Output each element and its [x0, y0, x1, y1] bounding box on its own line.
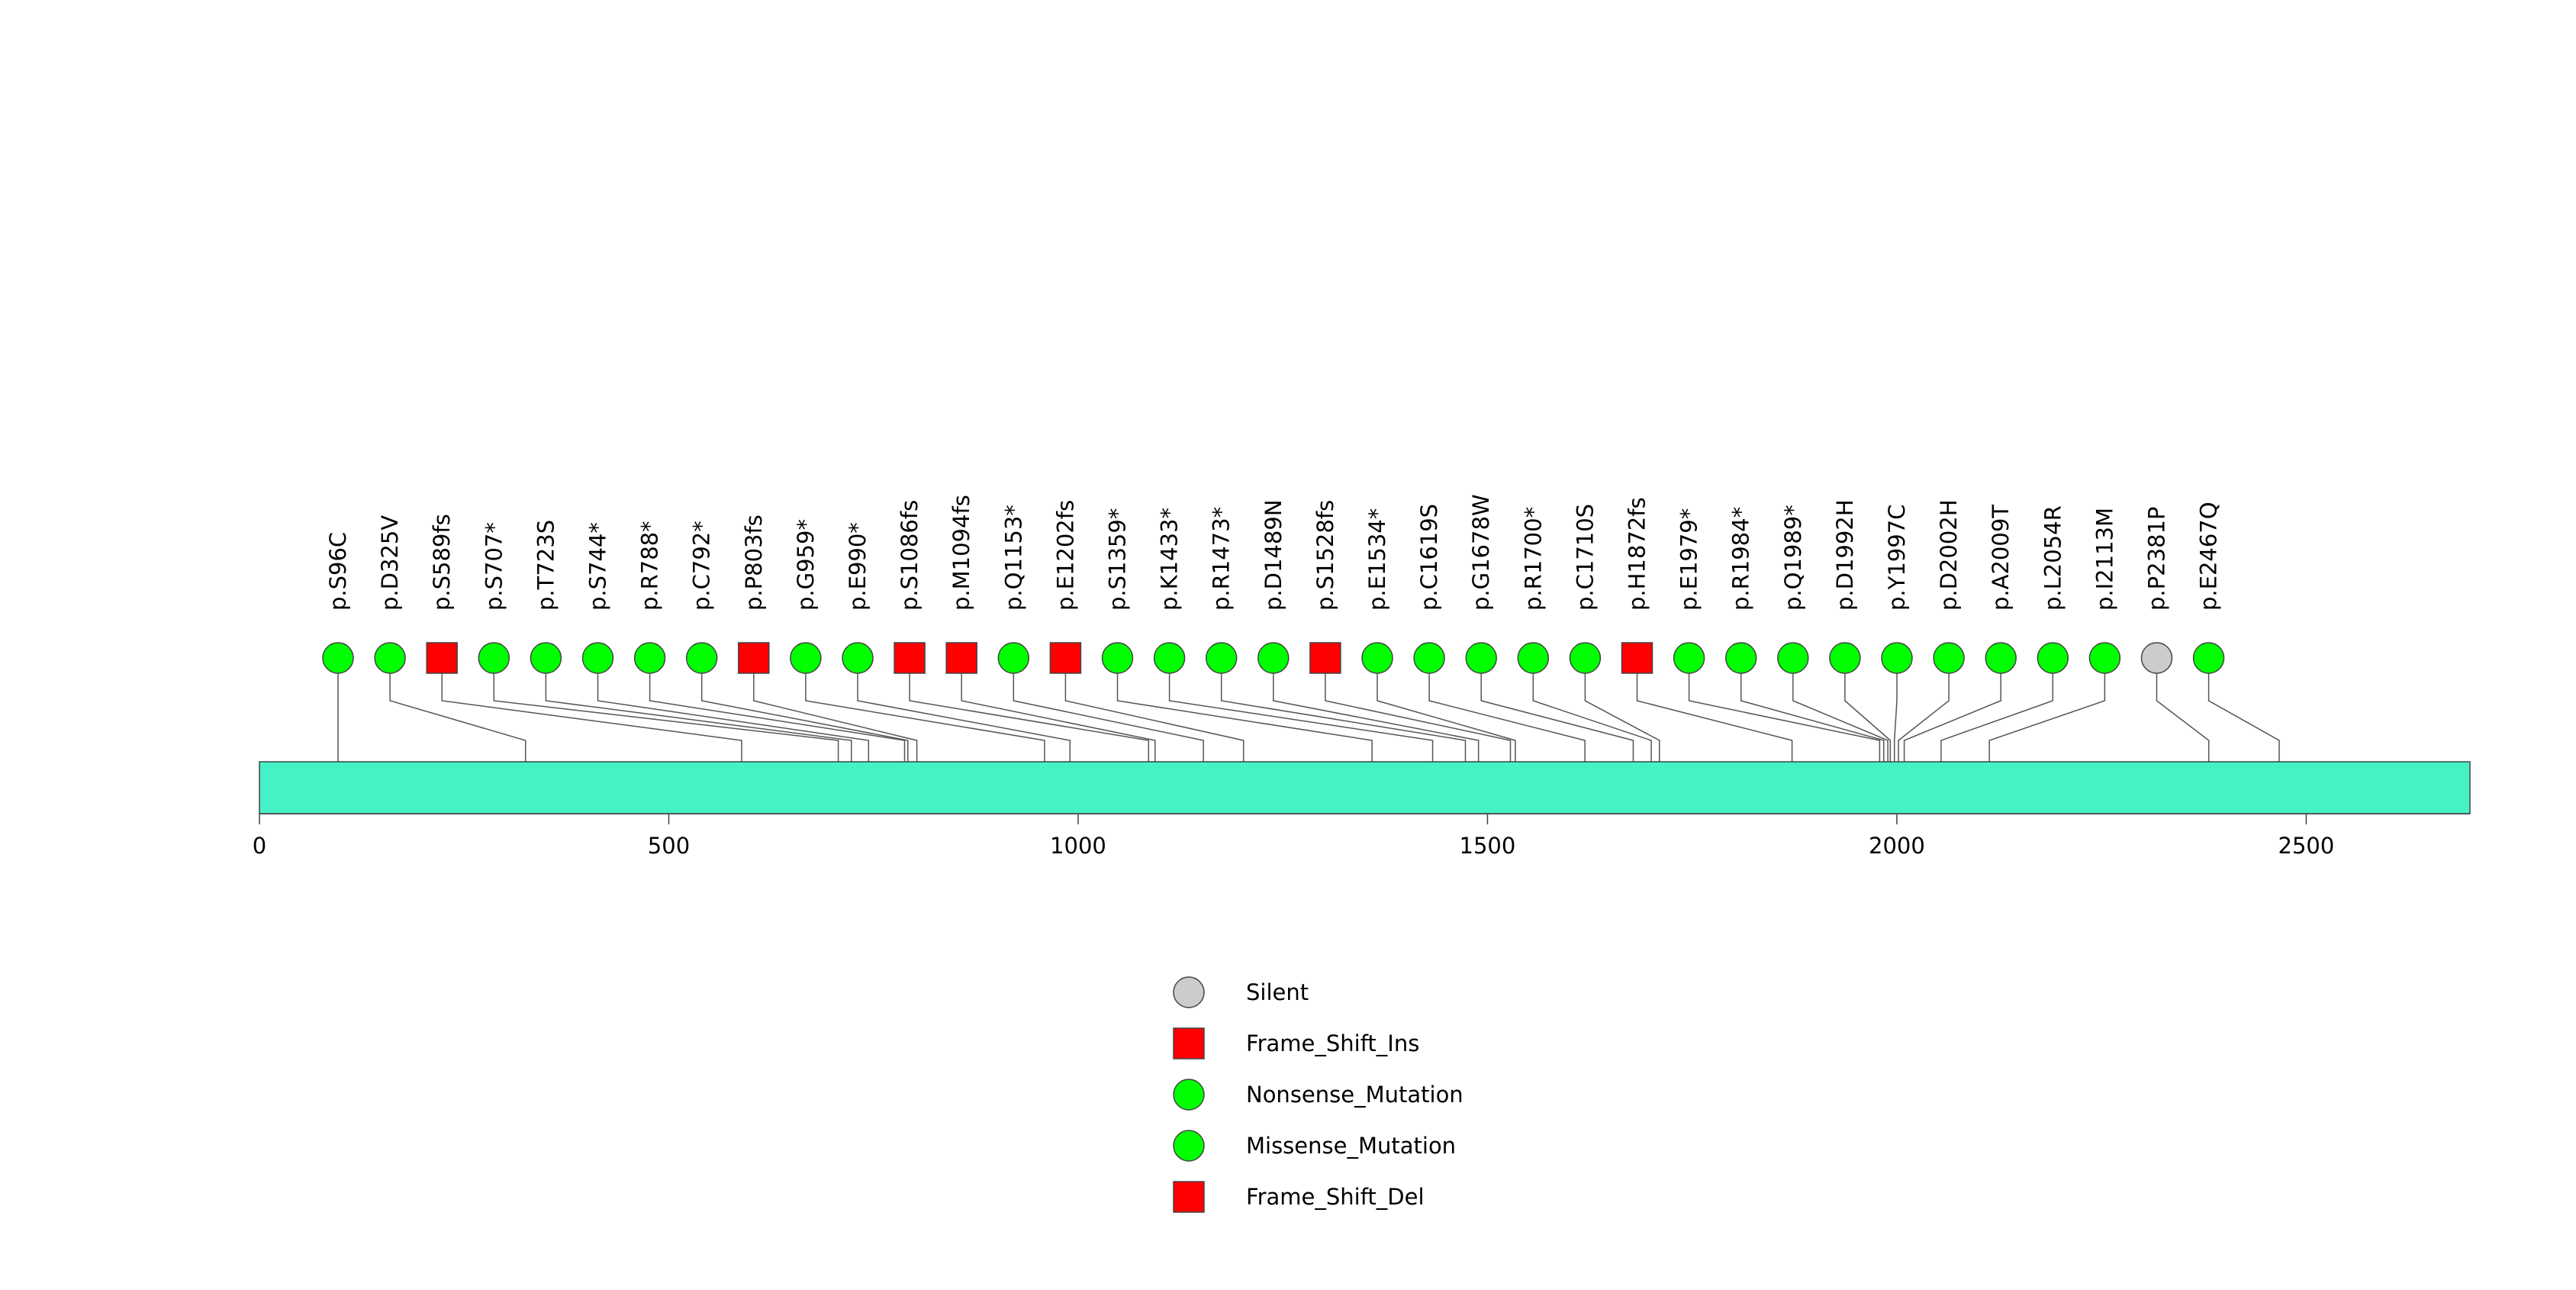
mutation-marker: [1881, 642, 1913, 674]
mutation-marker: [945, 642, 977, 674]
mutation-label: p.G1678W: [1468, 494, 1494, 611]
x-axis-tick-label: 1000: [1050, 833, 1106, 859]
mutation-marker: [1361, 642, 1393, 674]
mutation-marker: [894, 642, 926, 674]
mutation-label: p.C792*: [689, 521, 715, 611]
mutation-label: p.E2467Q: [2196, 501, 2222, 611]
mutation-marker: [842, 642, 874, 674]
mutation-marker: [530, 642, 562, 674]
mutation-label: p.I2113M: [2091, 508, 2117, 611]
mutation-label: p.R788*: [637, 521, 663, 611]
mutation-label: p.E990*: [845, 522, 871, 611]
mutation-markers: [322, 642, 2225, 674]
mutation-marker: [478, 642, 510, 674]
mutation-marker: [1569, 642, 1602, 674]
mutation-label: p.Y1997C: [1884, 505, 1910, 611]
mutation-label: p.D1489N: [1261, 500, 1286, 611]
mutation-label: p.R1984*: [1728, 507, 1754, 611]
mutation-labels: p.S96C p.D325V p.S589fs p.S707* p.T723S p.S74…: [325, 494, 2222, 611]
x-axis-tick-label: 0: [253, 833, 266, 859]
legend-label: Frame_Shift_Ins: [1246, 1030, 1419, 1056]
mutation-marker: [1517, 642, 1550, 674]
mutation-marker: [790, 642, 822, 674]
mutation-label: p.S744*: [585, 522, 611, 611]
mutation-marker: [1985, 642, 2017, 674]
mutation-marker: [374, 642, 406, 674]
mutation-marker: [2088, 642, 2121, 674]
mutation-label: p.G959*: [793, 519, 819, 611]
mutation-label: p.C1619S: [1416, 504, 1442, 611]
mutation-label: p.Q1989*: [1780, 505, 1806, 611]
legend-label: Silent: [1246, 979, 1309, 1005]
mutation-label: p.M1094fs: [948, 495, 974, 611]
mutation-label: p.A2009T: [1988, 505, 2014, 611]
mutation-label: p.S1359*: [1105, 508, 1131, 611]
mutation-label: p.S707*: [481, 522, 507, 611]
mutation-marker: [1724, 642, 1757, 674]
x-axis-tick-label: 2000: [1869, 833, 1925, 859]
x-axis: 0 500 1000 1500 2000 2500: [253, 813, 2470, 859]
mutation-marker: [738, 642, 770, 674]
legend-swatch: [1173, 1027, 1205, 1059]
mutation-marker: [1257, 642, 1290, 674]
legend-swatch: [1173, 1181, 1205, 1213]
legend-swatch: [1173, 976, 1205, 1008]
mutation-marker: [1933, 642, 1965, 674]
mutation-label: p.C1710S: [1572, 504, 1598, 611]
x-axis-tick-label: 1500: [1460, 833, 1516, 859]
mutation-marker: [1101, 642, 1134, 674]
mutation-marker: [1413, 642, 1445, 674]
mutation-marker: [1621, 642, 1653, 674]
x-axis-tick-label: 2500: [2278, 833, 2335, 859]
mutation-label: p.R1473*: [1209, 507, 1235, 611]
mutation-label: p.D1992H: [1832, 499, 1858, 611]
mutation-label: p.S1528fs: [1312, 500, 1338, 611]
mutation-label: p.D2002H: [1936, 499, 1962, 611]
mutation-marker: [426, 642, 458, 674]
mutation-marker: [997, 642, 1030, 674]
mutation-label: p.S589fs: [429, 514, 455, 611]
mutation-label: p.E1202fs: [1052, 500, 1078, 611]
mutation-label: p.D325V: [377, 515, 403, 611]
mutation-label: p.P803fs: [741, 514, 767, 611]
x-axis-tick-label: 500: [648, 833, 690, 859]
mutation-marker: [1153, 642, 1186, 674]
legend-swatch: [1173, 1130, 1205, 1162]
mutation-marker: [2037, 642, 2069, 674]
mutation-marker: [1465, 642, 1497, 674]
mutation-marker: [1049, 642, 1082, 674]
mutation-marker: [685, 642, 718, 674]
mutation-marker: [322, 642, 354, 674]
mutation-marker: [1673, 642, 1705, 674]
mutation-marker: [1205, 642, 1238, 674]
mutation-label: p.R1700*: [1520, 507, 1546, 611]
mutation-marker: [2140, 642, 2173, 674]
legend: Silent Frame_Shift_Ins Nonsense_Mutation Mi…: [1173, 976, 1463, 1213]
legend-label: Frame_Shift_Del: [1246, 1184, 1425, 1210]
mutation-marker: [581, 642, 614, 674]
mutation-label: p.E1979*: [1676, 508, 1702, 611]
mutation-label: p.T723S: [533, 520, 559, 611]
mutation-marker: [1829, 642, 1861, 674]
legend-label: Nonsense_Mutation: [1246, 1082, 1463, 1108]
mutation-label: p.E1534*: [1364, 508, 1390, 611]
mutation-marker: [1777, 642, 1809, 674]
mutation-marker: [633, 642, 666, 674]
mutation-label: p.S1086fs: [897, 500, 923, 611]
mutation-label: p.H1872fs: [1624, 497, 1650, 611]
protein-domain-bar: [259, 761, 2471, 814]
mutation-label: p.S96C: [325, 532, 351, 611]
legend-swatch: [1173, 1079, 1205, 1111]
mutation-label: p.Q1153*: [1000, 505, 1026, 611]
mutation-label: p.K1433*: [1157, 508, 1183, 611]
mutation-label: p.P2381P: [2144, 507, 2170, 611]
mutation-marker: [2192, 642, 2225, 674]
mutation-marker: [1309, 642, 1341, 674]
mutation-label: p.L2054R: [2040, 505, 2066, 611]
legend-label: Missense_Mutation: [1246, 1133, 1456, 1159]
